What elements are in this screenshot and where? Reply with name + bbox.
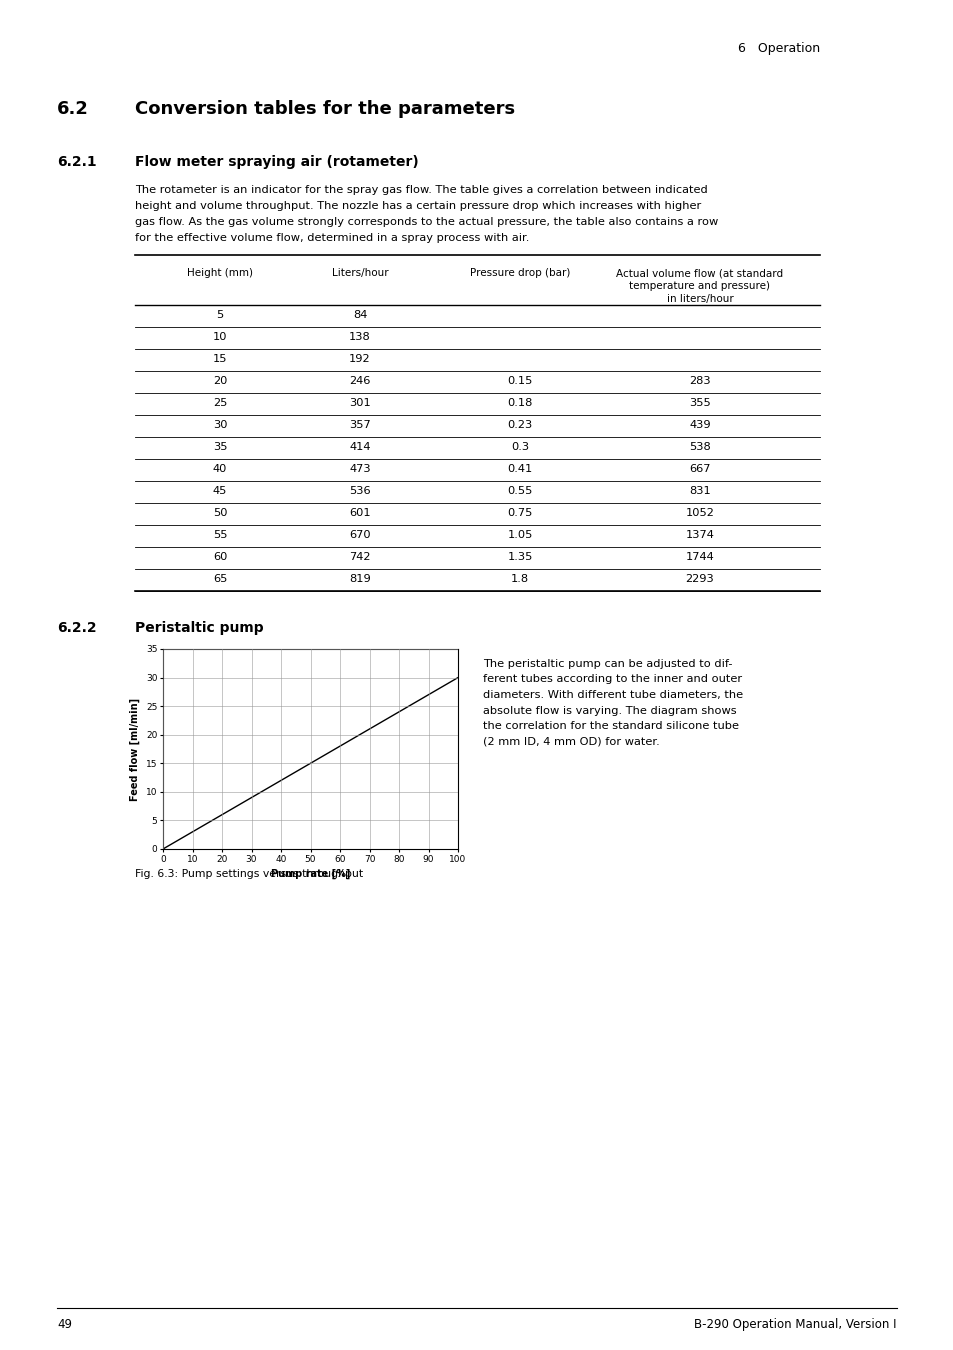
Text: 1.8: 1.8 [511,574,529,585]
Text: 1744: 1744 [685,552,714,562]
Text: 601: 601 [349,508,371,518]
Text: Peristaltic pump: Peristaltic pump [135,621,263,634]
Text: 192: 192 [349,354,371,364]
Text: 6.2.2: 6.2.2 [57,621,96,634]
Text: for the effective volume flow, determined in a spray process with air.: for the effective volume flow, determine… [135,234,529,243]
Text: temperature and pressure): temperature and pressure) [629,281,770,292]
Text: 50: 50 [213,508,227,518]
Text: 84: 84 [353,310,367,320]
Text: (2 mm ID, 4 mm OD) for water.: (2 mm ID, 4 mm OD) for water. [482,737,659,747]
Text: The peristaltic pump can be adjusted to dif-: The peristaltic pump can be adjusted to … [482,659,732,670]
Text: 283: 283 [688,377,710,386]
Text: 5: 5 [216,310,223,320]
Text: 473: 473 [349,464,371,474]
Text: 670: 670 [349,531,371,540]
Text: 301: 301 [349,398,371,408]
Text: absolute flow is varying. The diagram shows: absolute flow is varying. The diagram sh… [482,706,736,716]
Text: 742: 742 [349,552,371,562]
Text: 1374: 1374 [685,531,714,540]
Text: 138: 138 [349,332,371,342]
Text: Actual volume flow (at standard: Actual volume flow (at standard [616,269,782,278]
Text: 0.75: 0.75 [507,508,532,518]
Text: diameters. With different tube diameters, the: diameters. With different tube diameters… [482,690,742,701]
Text: Pressure drop (bar): Pressure drop (bar) [469,269,570,278]
Text: 65: 65 [213,574,227,585]
Text: Flow meter spraying air (rotameter): Flow meter spraying air (rotameter) [135,155,418,169]
Text: 0.18: 0.18 [507,398,532,408]
Text: height and volume throughput. The nozzle has a certain pressure drop which incre: height and volume throughput. The nozzle… [135,201,700,211]
Text: Liters/hour: Liters/hour [332,269,388,278]
Text: Fig. 6.3: Pump settings versus throughput: Fig. 6.3: Pump settings versus throughpu… [135,869,363,879]
Text: in liters/hour: in liters/hour [666,294,733,304]
Text: 831: 831 [688,486,710,495]
Text: 35: 35 [213,441,227,452]
Text: 25: 25 [213,398,227,408]
Text: 1.35: 1.35 [507,552,532,562]
Text: 819: 819 [349,574,371,585]
Text: 667: 667 [688,464,710,474]
Text: 6   Operation: 6 Operation [737,42,820,55]
Text: 0.41: 0.41 [507,464,532,474]
Text: 45: 45 [213,486,227,495]
Text: 6.2: 6.2 [57,100,89,117]
Text: 10: 10 [213,332,227,342]
Text: 414: 414 [349,441,371,452]
X-axis label: Pump rate [%]: Pump rate [%] [271,869,350,879]
Text: 60: 60 [213,552,227,562]
Text: 355: 355 [688,398,710,408]
Text: The rotameter is an indicator for the spray gas flow. The table gives a correlat: The rotameter is an indicator for the sp… [135,185,707,194]
Text: B-290 Operation Manual, Version I: B-290 Operation Manual, Version I [694,1318,896,1331]
Text: 246: 246 [349,377,371,386]
Text: 20: 20 [213,377,227,386]
Text: 538: 538 [688,441,710,452]
Text: 0.23: 0.23 [507,420,532,431]
Text: 536: 536 [349,486,371,495]
Text: gas flow. As the gas volume strongly corresponds to the actual pressure, the tab: gas flow. As the gas volume strongly cor… [135,217,718,227]
Text: 49: 49 [57,1318,71,1331]
Text: 0.55: 0.55 [507,486,532,495]
Text: ferent tubes according to the inner and outer: ferent tubes according to the inner and … [482,675,741,684]
Text: 2293: 2293 [685,574,714,585]
Text: 1.05: 1.05 [507,531,532,540]
Text: the correlation for the standard silicone tube: the correlation for the standard silicon… [482,721,739,730]
Text: 357: 357 [349,420,371,431]
Text: 6.2.1: 6.2.1 [57,155,96,169]
Y-axis label: Feed flow [ml/min]: Feed flow [ml/min] [130,698,140,801]
Text: 55: 55 [213,531,227,540]
Text: 15: 15 [213,354,227,364]
Text: 40: 40 [213,464,227,474]
Text: 0.3: 0.3 [511,441,529,452]
Text: 439: 439 [688,420,710,431]
Text: Conversion tables for the parameters: Conversion tables for the parameters [135,100,515,117]
Text: Height (mm): Height (mm) [187,269,253,278]
Text: 30: 30 [213,420,227,431]
Text: 0.15: 0.15 [507,377,532,386]
Text: 1052: 1052 [685,508,714,518]
